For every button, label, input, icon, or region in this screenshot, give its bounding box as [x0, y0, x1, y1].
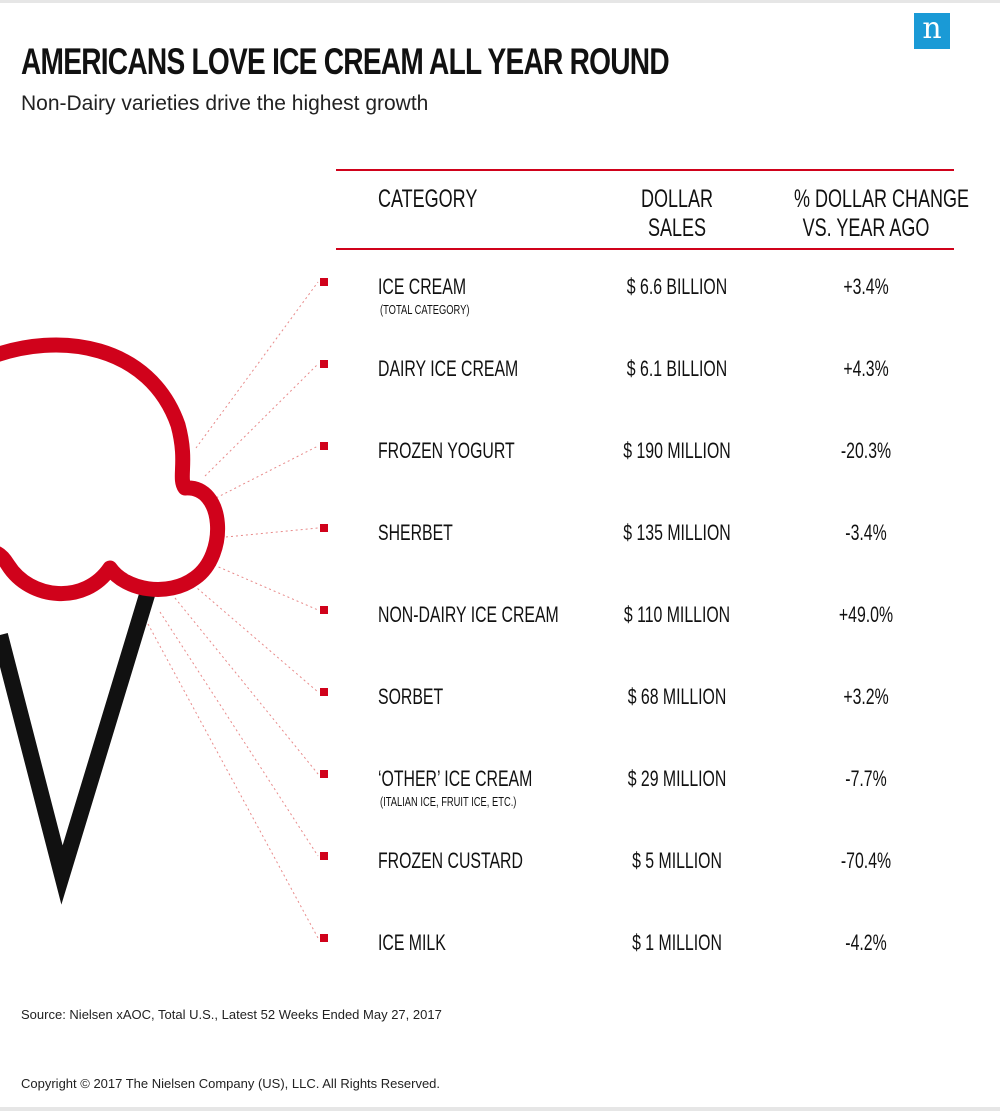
row-change: +3.2% [843, 684, 889, 709]
row-sales: $ 6.6 BILLION [626, 274, 728, 299]
table-top-rule [336, 169, 954, 171]
header-sales-line2: SALES [647, 214, 707, 242]
header-sales-line1: DOLLAR [640, 185, 714, 213]
row-connector-line [225, 527, 319, 538]
header-change-line2: VS. YEAR AGO [802, 214, 930, 242]
row-sales: $ 5 MILLION [632, 848, 722, 873]
row-change: +3.4% [843, 274, 889, 299]
row-bullet [320, 770, 328, 778]
row-note: (TOTAL CATEGORY) [380, 302, 470, 317]
row-bullet [320, 852, 328, 860]
row-bullet [320, 688, 328, 696]
row-sales: $ 110 MILLION [623, 602, 731, 627]
row-bullet [320, 442, 328, 450]
row-change: -3.4% [845, 520, 887, 545]
row-sales: $ 6.1 BILLION [626, 356, 728, 381]
header-change-line1: % DOLLAR CHANGE [794, 185, 970, 213]
ice-cream-scoop-icon [0, 337, 226, 601]
connector-lines [147, 278, 328, 942]
row-bullet [320, 360, 328, 368]
row-sales: $ 190 MILLION [623, 438, 731, 463]
row-connector-line [147, 623, 319, 939]
row-connector-line [204, 363, 319, 477]
row-connector-line [189, 581, 319, 693]
row-connector-line [174, 597, 319, 775]
row-category: FROZEN CUSTARD [378, 848, 523, 873]
page-subtitle: Non-Dairy varieties drive the highest gr… [21, 92, 429, 115]
row-bullet [320, 524, 328, 532]
header-category: CATEGORY [378, 185, 478, 213]
row-category: SORBET [378, 684, 444, 709]
row-sales: $ 68 MILLION [627, 684, 727, 709]
table-header-rule [336, 248, 954, 250]
page-title: AMERICANS LOVE ICE CREAM ALL YEAR ROUND [21, 41, 670, 82]
row-category: ICE CREAM [378, 274, 467, 299]
row-connector-line [195, 281, 319, 449]
row-category: SHERBET [378, 520, 453, 545]
row-change: +49.0% [838, 602, 894, 627]
row-category: ICE MILK [378, 930, 446, 955]
row-sales: $ 135 MILLION [623, 520, 731, 545]
row-category: DAIRY ICE CREAM [378, 356, 519, 381]
row-category: FROZEN YOGURT [378, 438, 515, 463]
row-category: ‘OTHER’ ICE CREAM [378, 766, 533, 791]
row-sales: $ 29 MILLION [627, 766, 727, 791]
row-change: +4.3% [843, 356, 889, 381]
row-sales: $ 1 MILLION [632, 930, 722, 955]
row-connector-line [213, 564, 319, 611]
row-category: NON-DAIRY ICE CREAM [378, 602, 559, 627]
row-bullet [320, 606, 328, 614]
row-change: -20.3% [840, 438, 892, 463]
bottom-border [0, 1107, 1000, 1111]
nielsen-logo: n [914, 13, 950, 49]
row-connector-line [159, 611, 319, 857]
row-change: -7.7% [845, 766, 887, 791]
row-change: -4.2% [845, 930, 887, 955]
copyright-note: Copyright © 2017 The Nielsen Company (US… [21, 1076, 441, 1091]
row-connector-line [211, 445, 319, 501]
row-bullet [320, 278, 328, 286]
row-bullet [320, 934, 328, 942]
top-border [0, 0, 1000, 3]
row-change: -70.4% [840, 848, 892, 873]
cone-icon [0, 582, 158, 905]
source-note: Source: Nielsen xAOC, Total U.S., Latest… [21, 1007, 442, 1022]
row-note: (ITALIAN ICE, FRUIT ICE, ETC.) [380, 794, 517, 809]
